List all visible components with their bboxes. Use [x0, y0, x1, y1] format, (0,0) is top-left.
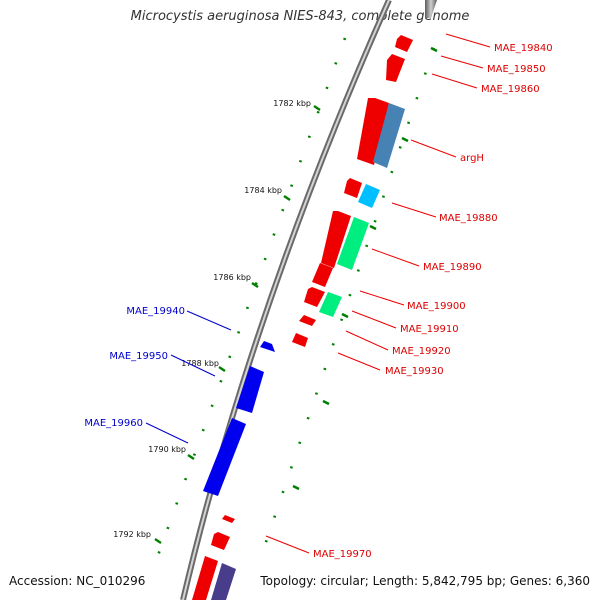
gene-mae-19880	[321, 211, 351, 268]
gene-slate	[211, 563, 236, 600]
gene-label: MAE_19960	[84, 418, 143, 429]
scale-label: 1792 kbp	[113, 530, 151, 539]
scale-labels: 1782 kbp 1784 kbp 1786 kbp 1788 kbp 1790…	[113, 99, 311, 539]
scale-label: 1790 kbp	[148, 445, 186, 454]
gene-mae-19900-green	[319, 292, 342, 317]
scale-tick	[187, 454, 195, 460]
reverse-genes	[192, 35, 413, 600]
feature-dashes	[292, 46, 438, 491]
gene-mae-19890-green	[337, 217, 369, 270]
left-leader-lines	[145, 310, 232, 444]
gene-label: MAE_19940	[126, 306, 185, 317]
gene-mae-19900	[304, 287, 325, 307]
gene-label: MAE_19920	[392, 346, 451, 357]
gene-label: MAE_19880	[439, 213, 498, 224]
scale-label: 1782 kbp	[273, 99, 311, 108]
gene-mae-19940	[260, 341, 275, 352]
gene-label: MAE_19890	[423, 262, 482, 273]
gene-label: MAE_19900	[407, 301, 466, 312]
scale-tick	[283, 195, 291, 201]
left-gene-labels: MAE_19940 MAE_19950 MAE_19960	[84, 306, 185, 429]
right-gene-labels: MAE_19840 MAE_19850 MAE_19860 argH MAE_1…	[313, 43, 553, 560]
gene-label: MAE_19840	[494, 43, 553, 54]
gene-argh	[373, 103, 405, 168]
gene-mae-19890	[312, 263, 333, 287]
gene-mae-19880-cyan	[358, 184, 380, 208]
genome-stats-text: Topology: circular; Length: 5,842,795 bp…	[260, 574, 590, 588]
gene-mae-19970	[211, 532, 230, 550]
gene-label: MAE_19910	[400, 324, 459, 335]
gene-label: MAE_19950	[109, 351, 168, 362]
gene-label: MAE_19850	[487, 64, 546, 75]
gene-mae-19970-a	[222, 515, 235, 523]
gene-mae-19840	[395, 35, 413, 52]
gene-label: MAE_19930	[385, 366, 444, 377]
outer-dotted-ring	[263, 47, 436, 546]
colored-genes	[211, 103, 405, 600]
gene-mae-19860	[357, 98, 389, 165]
gene-mae-19910	[299, 315, 316, 326]
genome-backbone	[180, 0, 437, 600]
scale-label: 1786 kbp	[213, 273, 251, 282]
forward-genes	[203, 341, 275, 496]
scale-label: 1784 kbp	[244, 186, 282, 195]
gene-mae-19870	[344, 178, 362, 198]
scale-tick	[313, 105, 321, 111]
gene-mae-19960	[203, 418, 246, 496]
gene-mae-19850	[386, 54, 405, 82]
scale-tick	[154, 538, 162, 544]
gene-mae-19950	[236, 366, 264, 413]
accession-text: Accession: NC_010296	[9, 574, 146, 588]
gene-label: argH	[460, 153, 484, 164]
right-leader-lines	[265, 33, 491, 554]
gene-label: MAE_19860	[481, 84, 540, 95]
gene-mae-19980	[192, 556, 218, 600]
scale-ticks	[154, 105, 321, 544]
gene-mae-19920	[292, 333, 308, 347]
gene-label: MAE_19970	[313, 549, 372, 560]
scale-label: 1788 kbp	[181, 359, 219, 368]
scale-tick	[218, 366, 226, 372]
scale-tick	[251, 282, 259, 288]
